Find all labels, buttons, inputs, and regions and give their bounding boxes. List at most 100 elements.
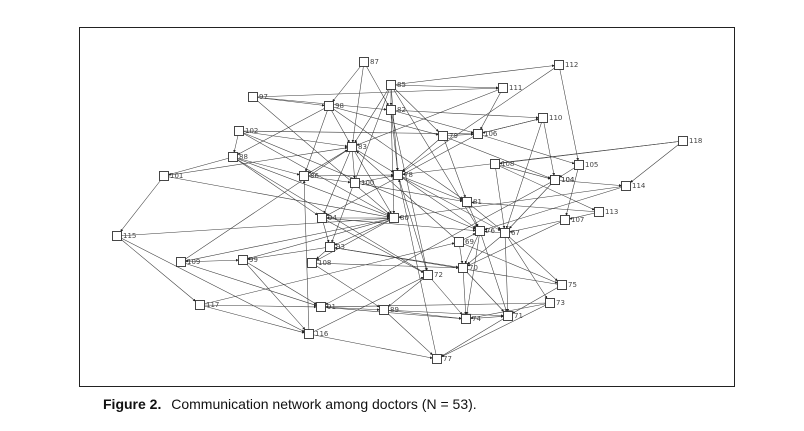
edge-76-to-71	[479, 230, 508, 312]
edge-112-to-78	[402, 64, 560, 173]
edge-115-to-117	[116, 235, 196, 302]
communication-network-diagram: 87 112 85 111 97 98 82 110 102 79 106 118 83 108 105 88…	[112, 57, 702, 364]
edge-86-to-100	[303, 175, 351, 184]
node-116: 116	[304, 329, 329, 339]
edge-83-to-86	[308, 146, 353, 174]
node-label: 117	[206, 301, 219, 309]
edge-83-to-94	[323, 146, 353, 214]
node-box	[438, 131, 448, 141]
edge-101-to-80	[163, 175, 390, 219]
edge-108b-to-70	[311, 262, 459, 270]
network-edges	[116, 61, 684, 360]
edge-85-to-78	[390, 84, 399, 171]
node-label: 85	[397, 81, 406, 89]
node-box	[248, 92, 258, 102]
edge-80-to-99	[247, 217, 395, 260]
edge-82-to-106	[390, 109, 474, 134]
edge-117-to-116	[199, 304, 305, 334]
node-111: 111	[498, 83, 522, 93]
edge-88-to-86	[232, 156, 300, 176]
node-97: 97	[248, 92, 268, 102]
node-box	[500, 228, 510, 238]
edge-89-to-71	[383, 309, 504, 318]
node-79: 79	[438, 131, 458, 141]
node-box	[176, 257, 186, 267]
node-117: 117	[195, 300, 219, 310]
node-69: 69	[454, 237, 474, 247]
node-box	[432, 354, 442, 364]
node-box	[594, 207, 604, 217]
edge-88-to-101	[168, 156, 234, 176]
edge-108-to-113	[494, 163, 595, 211]
edge-98-to-86	[305, 105, 330, 172]
node-box	[490, 159, 500, 169]
node-box	[473, 129, 483, 139]
edge-71-to-77	[441, 315, 509, 357]
edge-82-to-78	[390, 109, 399, 171]
edge-80-to-109	[185, 217, 395, 262]
edge-80-to-108b	[316, 217, 395, 261]
edge-85-to-83	[354, 84, 392, 143]
node-box	[458, 263, 468, 273]
node-104: 104	[550, 175, 575, 185]
edge-86-to-78	[303, 173, 394, 177]
node-label: 108	[501, 160, 514, 168]
node-label: 93	[336, 243, 345, 251]
edge-108-to-67	[494, 163, 506, 229]
node-80: 80	[389, 213, 409, 223]
node-label: 70	[469, 264, 478, 272]
node-box	[347, 142, 357, 152]
node-label: 104	[561, 176, 575, 184]
node-108: 108	[490, 159, 514, 169]
node-box	[299, 171, 309, 181]
node-box	[574, 160, 584, 170]
edge-98-to-88	[237, 105, 330, 155]
edge-70-to-71	[462, 267, 504, 312]
edge-88-to-80	[232, 156, 390, 217]
edge-100-to-81	[354, 182, 463, 203]
node-81: 81	[462, 197, 482, 207]
edge-75-to-93	[334, 246, 563, 286]
edge-83-to-80	[351, 146, 392, 214]
node-113: 113	[594, 207, 618, 217]
edge-82-to-72	[390, 109, 428, 271]
node-label: 97	[259, 93, 268, 101]
node-label: 99	[249, 256, 258, 264]
edge-80-to-93	[334, 217, 395, 246]
node-label: 114	[632, 182, 646, 190]
node-78: 78	[393, 170, 413, 180]
edge-97-to-98	[252, 96, 325, 107]
node-label: 89	[390, 306, 399, 314]
edge-72-to-74	[427, 274, 463, 315]
node-74: 74	[461, 314, 481, 324]
node-label: 111	[509, 84, 522, 92]
node-112: 112	[554, 60, 578, 70]
node-72: 72	[423, 270, 443, 280]
node-label: 106	[484, 130, 498, 138]
node-box	[379, 305, 389, 315]
node-box	[475, 226, 485, 236]
edge-73-to-74	[470, 302, 551, 320]
node-label: 101	[170, 172, 183, 180]
node-89: 89	[379, 305, 399, 315]
edge-109-to-99	[180, 258, 239, 263]
edge-110-to-104	[542, 117, 556, 176]
node-box	[304, 329, 314, 339]
node-label: 83	[358, 143, 367, 151]
node-77: 77	[432, 354, 452, 364]
node-label: 86	[310, 172, 319, 180]
edge-104-to-91	[325, 179, 556, 305]
edge-77-to-78	[398, 179, 438, 360]
node-box	[386, 105, 396, 115]
edge-112-to-105	[558, 64, 579, 161]
node-box	[112, 231, 122, 241]
edge-116-to-72	[308, 276, 424, 335]
edge-102-to-83	[238, 130, 348, 148]
node-101: 101	[159, 171, 183, 181]
edge-110-to-67	[505, 117, 544, 229]
edge-78-to-76	[397, 174, 476, 229]
node-label: 72	[434, 271, 443, 279]
edge-113-to-81	[471, 201, 600, 213]
node-box	[389, 213, 399, 223]
edge-87-to-82	[363, 61, 389, 106]
